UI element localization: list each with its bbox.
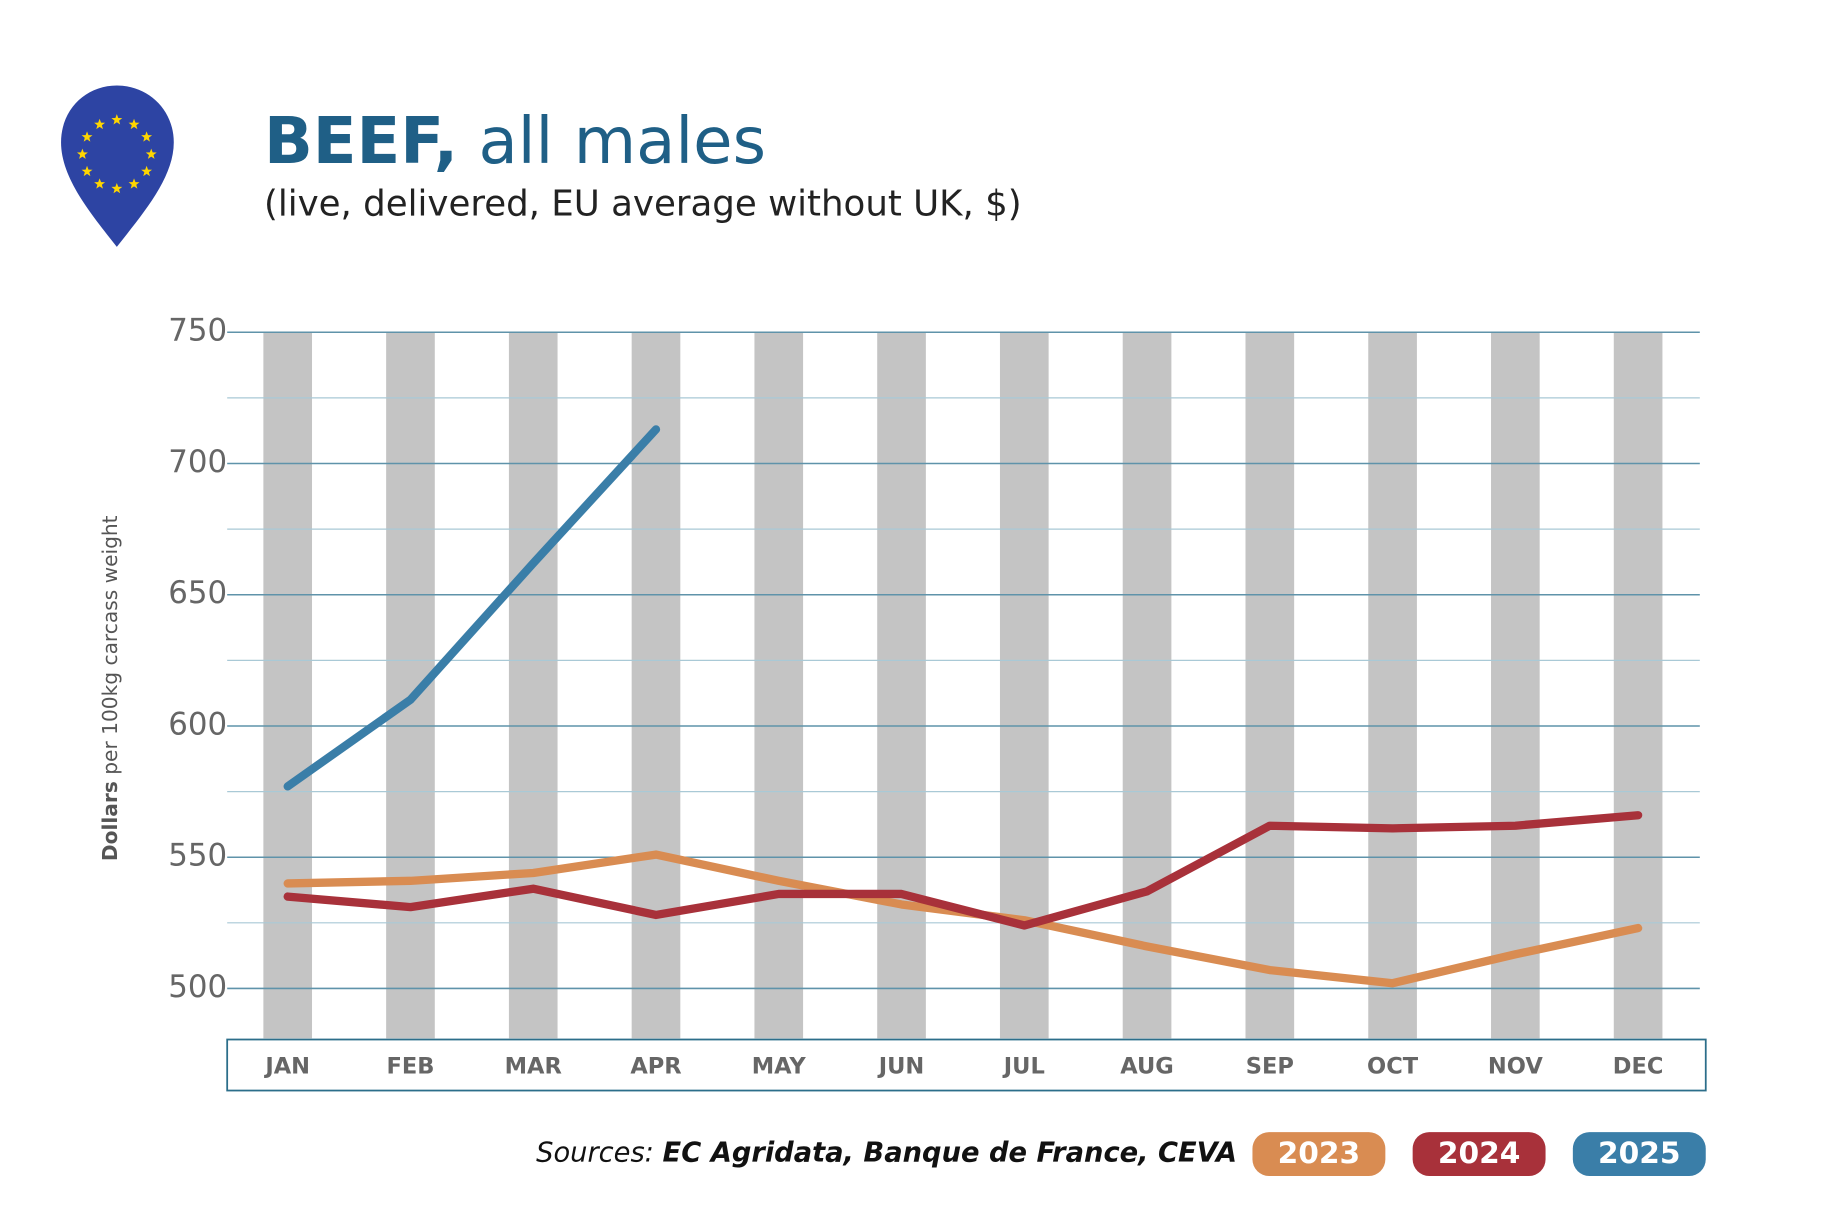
x-axis-box bbox=[226, 1038, 1707, 1092]
chart-title: BEEF, all males bbox=[264, 104, 766, 178]
x-tick-label: FEB bbox=[386, 1053, 434, 1079]
sources: Sources: EC Agridata, Banque de France, … bbox=[536, 1137, 1237, 1168]
legend-label: 2023 bbox=[1278, 1135, 1361, 1170]
title-bold: BEEF, bbox=[264, 104, 458, 178]
legend-pill bbox=[1252, 1132, 1386, 1176]
x-tick-label: JUL bbox=[1002, 1053, 1045, 1079]
x-tick-label: MAY bbox=[752, 1053, 807, 1079]
month-column bbox=[877, 332, 926, 1039]
ylabel-rest: per 100kg carcass weight bbox=[97, 515, 121, 774]
pin-shape bbox=[61, 85, 174, 247]
y-tick-label: 600 bbox=[168, 706, 227, 742]
month-column bbox=[508, 332, 558, 1039]
x-tick-label: JAN bbox=[263, 1053, 310, 1079]
star bbox=[128, 178, 140, 189]
x-tick-label: MAR bbox=[505, 1053, 562, 1079]
x-tick-label: AUG bbox=[1120, 1053, 1174, 1079]
month-column bbox=[1368, 332, 1417, 1039]
source-text: EC Agridata, Banque de France, CEVA bbox=[663, 1137, 1237, 1168]
legend-pill bbox=[1412, 1132, 1546, 1176]
month-column bbox=[631, 332, 681, 1039]
y-tick-label: 550 bbox=[168, 838, 227, 874]
month-column bbox=[999, 332, 1049, 1039]
y-tick-label: 700 bbox=[168, 444, 227, 480]
month-column bbox=[1491, 332, 1540, 1039]
star bbox=[81, 165, 93, 177]
series-line bbox=[283, 850, 1643, 988]
star bbox=[81, 131, 93, 142]
series-line bbox=[283, 425, 661, 791]
x-tick-label: OCT bbox=[1367, 1053, 1419, 1079]
month-column bbox=[754, 332, 804, 1039]
chart-subtitle: (live, delivered, EU average without UK,… bbox=[264, 183, 1022, 224]
star bbox=[141, 165, 153, 177]
pin-stars bbox=[76, 114, 157, 194]
star bbox=[111, 114, 123, 125]
month-column bbox=[1613, 332, 1663, 1039]
y-axis-label: Dollars per 100kg carcass weight bbox=[97, 515, 121, 861]
series-line bbox=[283, 811, 1643, 930]
month-column bbox=[1245, 332, 1295, 1039]
star bbox=[128, 118, 140, 130]
ylabel-bold: Dollars bbox=[97, 781, 121, 861]
star bbox=[145, 148, 157, 159]
y-tick-label: 750 bbox=[168, 313, 227, 349]
y-tick-label: 650 bbox=[168, 575, 227, 611]
star bbox=[94, 118, 106, 130]
star bbox=[141, 131, 153, 142]
legend-label: 2025 bbox=[1598, 1135, 1681, 1170]
legend-pill bbox=[1572, 1132, 1706, 1176]
month-column bbox=[263, 332, 313, 1039]
x-tick-label: NOV bbox=[1488, 1053, 1543, 1079]
star bbox=[111, 182, 123, 194]
eu-pin bbox=[61, 85, 174, 247]
title-rest: all males bbox=[479, 104, 766, 178]
x-tick-label: JUN bbox=[877, 1053, 925, 1079]
source-label: Sources: bbox=[536, 1137, 654, 1168]
x-tick-label: SEP bbox=[1246, 1053, 1294, 1079]
x-tick-label: DEC bbox=[1613, 1053, 1664, 1079]
month-column bbox=[1122, 332, 1172, 1039]
x-tick-label: APR bbox=[630, 1053, 681, 1079]
star bbox=[76, 148, 88, 159]
star bbox=[94, 178, 106, 189]
y-tick-label: 500 bbox=[168, 969, 227, 1005]
legend-label: 2024 bbox=[1438, 1135, 1521, 1170]
